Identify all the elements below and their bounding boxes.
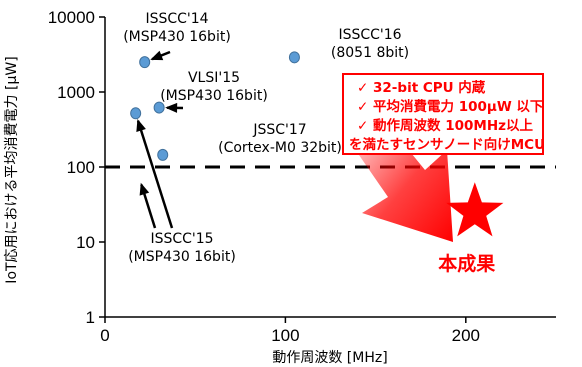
- leader-line: [136, 120, 174, 229]
- data-point: [130, 107, 142, 120]
- point-label: JSSC'17: [252, 122, 306, 138]
- leader-arrowhead: [136, 119, 146, 132]
- point-label: ISSCC'16: [338, 27, 401, 43]
- highlight-layer: ✓ 32-bit CPU 内蔵 ✓ 平均消費電力 100μW 以下 ✓ 動作周波数 …: [342, 73, 545, 275]
- callout-line: ✓ 32-bit CPU 内蔵: [357, 79, 486, 96]
- point-label: (8051 8bit): [331, 45, 409, 61]
- callout-line: を満たすセンサノード向けMCU: [349, 136, 545, 153]
- annotation-labels: ISSCC'14 (MSP430 16bit) ISSCC'16 (8051 8bit…: [123, 11, 409, 265]
- x-tick-label: 100: [271, 326, 299, 345]
- point-label: (MSP430 16bit): [160, 88, 268, 104]
- data-points: [130, 51, 300, 161]
- callout-box: [342, 73, 544, 155]
- leader-arrowhead: [139, 182, 150, 196]
- target-label: 本成果: [438, 252, 495, 275]
- leader-arrowhead: [150, 50, 164, 61]
- annotation-arrows: [136, 50, 184, 229]
- y-tick-label: 1000: [57, 83, 95, 102]
- target-star-point: [446, 182, 504, 237]
- data-point: [157, 148, 169, 161]
- x-tick-label: 0: [100, 326, 109, 345]
- x-tick-label: 200: [452, 326, 480, 345]
- y-tick-label: 100: [67, 158, 95, 177]
- y-tick-label: 10000: [48, 8, 95, 27]
- point-label: (MSP430 16bit): [123, 29, 231, 45]
- data-point: [153, 101, 165, 114]
- callout-line: ✓ 平均消費電力 100μW 以下: [357, 98, 544, 115]
- leader-arrowhead: [165, 102, 178, 113]
- data-point: [139, 56, 151, 69]
- data-point: [288, 51, 300, 64]
- point-label: (MSP430 16bit): [128, 249, 236, 265]
- y-axis-label: IoT応用における平均消費電力 [μW]: [4, 56, 20, 283]
- callout-line: ✓ 動作周波数 100MHz以上: [357, 117, 533, 134]
- point-label: VLSI'15: [188, 70, 240, 86]
- point-label: ISSCC'14: [145, 11, 208, 27]
- y-tick-label: 1: [86, 308, 95, 327]
- point-label: (Cortex-M0 32bit): [218, 140, 342, 156]
- x-axis-label: 動作周波数 [MHz]: [272, 350, 387, 366]
- point-label: ISSCC'15: [150, 231, 213, 247]
- y-tick-label: 10: [76, 233, 95, 252]
- ticks: 1 10 100 1000 10000 0 100 200: [48, 8, 480, 345]
